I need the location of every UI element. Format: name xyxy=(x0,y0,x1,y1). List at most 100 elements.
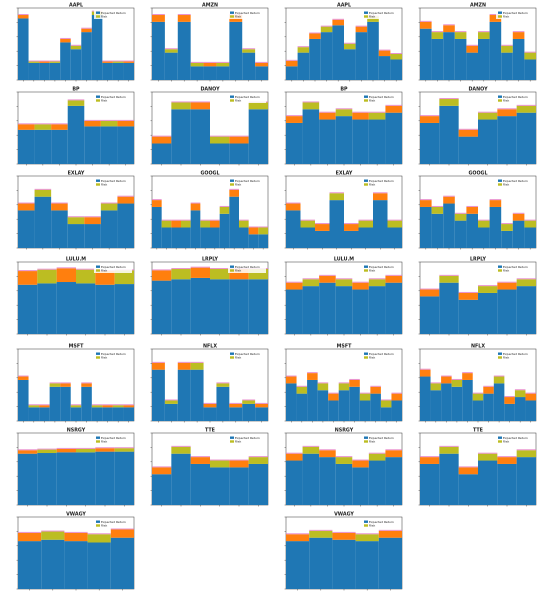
bar-expected-return xyxy=(478,227,490,248)
bar-expected-return xyxy=(525,400,536,421)
bar-risk xyxy=(123,61,134,63)
legend-swatch-risk xyxy=(498,99,502,102)
bar-expected-return xyxy=(458,474,478,505)
bar-edge xyxy=(84,216,101,218)
chart-panel-vwagy: VWAGY Expected Return Risk xyxy=(284,512,418,603)
bar-expected-return xyxy=(81,32,92,80)
bar-expected-return xyxy=(300,227,315,248)
bar-expected-return xyxy=(190,210,201,248)
bar-risk xyxy=(229,136,249,144)
bar-edge xyxy=(255,402,268,404)
bar-risk xyxy=(216,62,230,67)
bar-risk xyxy=(297,47,310,53)
bar-expected-return xyxy=(248,234,259,248)
bar-expected-return xyxy=(210,227,220,248)
legend-label-return: Expected Return xyxy=(503,95,528,99)
bar-edge xyxy=(472,392,484,394)
bar-edge xyxy=(171,268,191,270)
legend-box xyxy=(362,264,400,273)
bar-risk xyxy=(210,460,230,468)
bar-edge xyxy=(216,61,230,63)
bar-risk xyxy=(177,362,191,370)
bar-risk xyxy=(319,275,336,283)
bar-expected-return xyxy=(219,213,230,248)
chart-title: VWAGY xyxy=(334,512,354,518)
bar-risk xyxy=(258,227,268,235)
bar-risk xyxy=(286,534,310,542)
legend-label-return: Expected Return xyxy=(369,265,394,269)
bar-edge xyxy=(462,372,473,374)
legend-label-return: Expected Return xyxy=(369,11,394,15)
bar-edge xyxy=(28,60,40,62)
bar-risk xyxy=(512,213,525,221)
bar-risk xyxy=(516,105,536,113)
bar-risk xyxy=(420,21,432,29)
chart-title: MSFT xyxy=(69,344,85,350)
bar-edge xyxy=(420,456,440,458)
bar-expected-return xyxy=(117,126,134,164)
legend-swatch-risk xyxy=(96,183,100,186)
bar-edge xyxy=(60,382,71,384)
chart-panel-amzn: AMZN Expected Return Risk xyxy=(418,3,550,94)
bar-expected-return xyxy=(210,143,230,164)
bar-expected-return xyxy=(229,143,249,164)
legend-swatch-return xyxy=(230,352,234,355)
legend-swatch-risk xyxy=(364,524,368,527)
bar-expected-return xyxy=(501,230,513,248)
bar-expected-return xyxy=(512,220,525,248)
bar-risk xyxy=(171,446,191,454)
bar-edge xyxy=(344,42,356,44)
bar-edge xyxy=(28,404,40,406)
bar-expected-return xyxy=(493,383,505,421)
bar-expected-return xyxy=(190,109,210,164)
chart-panel-exlay: EXLAY Expected Return Risk xyxy=(284,171,418,262)
bar-expected-return xyxy=(34,196,52,248)
bar-expected-return xyxy=(190,463,210,505)
bar-expected-return xyxy=(95,284,115,334)
bar-expected-return xyxy=(478,119,498,164)
bar-risk xyxy=(344,224,359,231)
bar-edge xyxy=(190,266,210,268)
bar-edge xyxy=(76,268,96,270)
bar-expected-return xyxy=(203,407,217,421)
bar-edge xyxy=(373,192,388,194)
bar-expected-return xyxy=(171,227,181,248)
bar-risk xyxy=(117,120,134,127)
legend-swatch-risk xyxy=(498,15,502,18)
bar-expected-return xyxy=(164,52,178,80)
bar-expected-return xyxy=(391,400,402,421)
legend-label-return: Expected Return xyxy=(369,436,394,440)
bar-edge xyxy=(385,274,402,276)
chart-panel-aapl: AAPL Expected Return Risk xyxy=(284,3,418,94)
bar-edge xyxy=(302,445,320,447)
bar-risk xyxy=(114,448,134,452)
bar-edge xyxy=(368,278,386,280)
bar-expected-return xyxy=(385,282,402,334)
bar-risk xyxy=(248,227,259,235)
bar-risk xyxy=(152,15,165,22)
bar-edge xyxy=(152,466,172,468)
legend-label-return: Expected Return xyxy=(369,520,394,524)
bar-edge xyxy=(439,274,459,276)
bar-expected-return xyxy=(34,129,52,164)
bar-risk xyxy=(441,376,452,384)
bar-edge xyxy=(242,399,256,401)
legend-swatch-return xyxy=(230,179,234,182)
bar-edge xyxy=(91,404,103,406)
bar-expected-return xyxy=(161,227,172,248)
legend-swatch-return xyxy=(364,436,368,439)
bar-expected-return xyxy=(286,460,303,505)
legend-box xyxy=(362,10,400,19)
bar-edge xyxy=(210,135,230,137)
bar-risk xyxy=(483,386,494,394)
bar-risk xyxy=(70,45,82,50)
bar-edge xyxy=(317,382,329,384)
chart-panel-lrply: LRPLY Expected Return Risk xyxy=(418,257,550,348)
